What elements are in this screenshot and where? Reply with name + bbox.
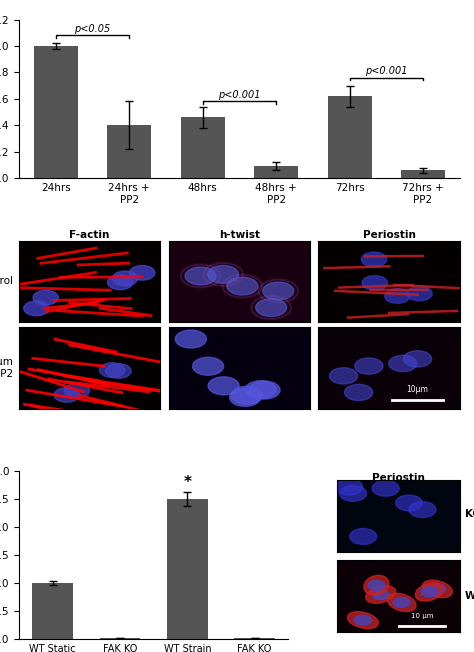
Text: p<0.05: p<0.05	[74, 24, 110, 34]
Circle shape	[255, 299, 287, 316]
Circle shape	[175, 330, 206, 348]
Circle shape	[249, 381, 280, 399]
Circle shape	[54, 387, 80, 402]
Bar	[32, 583, 73, 639]
Circle shape	[345, 384, 373, 400]
Text: p<0.001: p<0.001	[365, 67, 408, 76]
Circle shape	[355, 358, 383, 374]
Circle shape	[185, 267, 216, 285]
Title: Periostin: Periostin	[363, 230, 416, 240]
Circle shape	[407, 286, 432, 301]
Bar	[167, 499, 208, 639]
Circle shape	[227, 277, 258, 295]
Circle shape	[361, 252, 387, 267]
Bar	[254, 166, 298, 178]
Circle shape	[403, 351, 432, 367]
Y-axis label: Control: Control	[0, 276, 13, 286]
Bar	[100, 638, 140, 639]
Bar	[401, 170, 445, 178]
Text: WT: WT	[465, 591, 474, 601]
Circle shape	[329, 368, 358, 384]
Text: 10μm: 10μm	[407, 385, 428, 394]
Circle shape	[362, 276, 387, 290]
Circle shape	[229, 389, 261, 406]
Circle shape	[64, 383, 90, 398]
Bar	[34, 46, 78, 178]
Text: Periostin: Periostin	[372, 473, 425, 482]
Circle shape	[231, 387, 262, 404]
Circle shape	[106, 364, 131, 378]
Bar	[235, 638, 275, 639]
Circle shape	[24, 301, 49, 316]
Circle shape	[108, 275, 133, 289]
Circle shape	[389, 355, 417, 372]
Circle shape	[33, 290, 58, 305]
Circle shape	[192, 357, 224, 376]
Text: KO: KO	[465, 509, 474, 519]
Circle shape	[245, 381, 276, 398]
Circle shape	[208, 377, 239, 395]
Circle shape	[129, 265, 155, 280]
Bar	[107, 125, 151, 178]
Bar	[328, 96, 372, 178]
Circle shape	[208, 265, 238, 284]
Circle shape	[384, 289, 410, 303]
Circle shape	[112, 271, 138, 286]
Bar	[181, 117, 225, 178]
Text: p<0.001: p<0.001	[218, 90, 261, 100]
Text: *: *	[183, 475, 191, 490]
Circle shape	[100, 363, 125, 378]
Y-axis label: 10μm
PP2: 10μm PP2	[0, 357, 13, 379]
Title: F-actin: F-actin	[69, 230, 110, 240]
Title: h-twist: h-twist	[219, 230, 260, 240]
Circle shape	[263, 282, 294, 300]
